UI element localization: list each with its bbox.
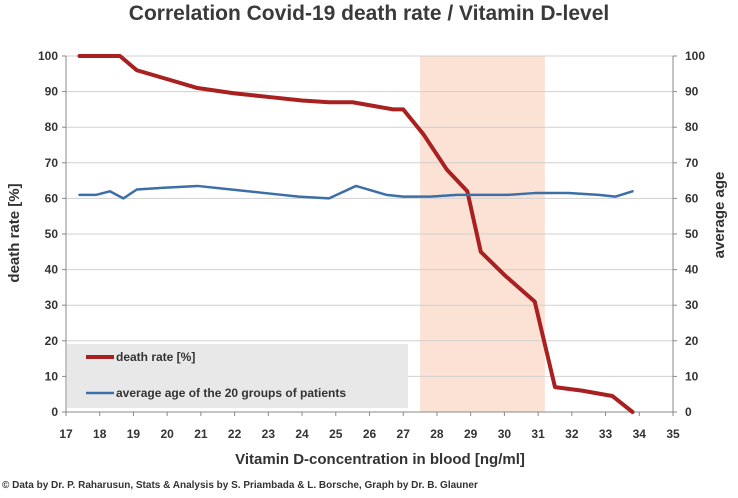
left-tick-labels: 0 10 20 30 40 50 60 70 80 90 100 [38,49,66,419]
y2-tick-label: 100 [685,49,705,63]
y2-tick-label: 50 [685,227,699,241]
legend: death rate [%] average age of the 20 gro… [67,344,408,408]
x-tick-label: 20 [160,427,174,441]
legend-label-average-age: average age of the 20 groups of patients [116,386,346,400]
x-tick-labels: 17 18 19 20 21 22 23 24 25 26 27 28 29 30 31 32 33 34 35 [59,412,680,441]
x-tick-label: 32 [565,427,579,441]
y-tick-label: 30 [45,298,59,312]
y2-tick-label: 60 [685,191,699,205]
y-tick-label: 100 [38,49,58,63]
y2-tick-label: 0 [685,405,692,419]
y2-tick-label: 70 [685,156,699,170]
y2-tick-label: 80 [685,120,699,134]
x-tick-label: 17 [59,427,73,441]
x-tick-label: 25 [329,427,343,441]
credit-line: © Data by Dr. P. Raharusun, Stats & Anal… [2,480,478,491]
x-tick-label: 35 [666,427,680,441]
series-line-average-age [78,184,634,200]
y-tick-label: 20 [45,334,59,348]
y-tick-label: 10 [45,369,59,383]
y2-tick-label: 20 [685,334,699,348]
x-tick-label: 19 [127,427,141,441]
y-tick-label: 90 [45,85,59,99]
right-tick-labels: 0 10 20 30 40 50 60 70 80 90 100 [673,49,705,419]
y-axis-title: death rate [%] [6,183,23,282]
y2-tick-label: 90 [685,85,699,99]
x-tick-label: 30 [498,427,512,441]
x-tick-label: 27 [397,427,411,441]
x-tick-label: 31 [531,427,545,441]
y-tick-label: 0 [51,405,58,419]
y2-axis-title: average age [711,172,728,259]
series-lines [77,54,635,414]
x-tick-label: 21 [194,427,208,441]
y-tick-label: 40 [45,263,59,277]
y-tick-label: 50 [45,227,59,241]
x-tick-label: 33 [599,427,613,441]
x-tick-label: 22 [228,427,242,441]
legend-label-death-rate: death rate [%] [116,350,195,364]
x-axis-title: Vitamin D-concentration in blood [ng/ml] [235,451,525,468]
y2-tick-label: 30 [685,298,699,312]
x-tick-label: 24 [295,427,309,441]
y-tick-label: 60 [45,191,59,205]
y-tick-label: 70 [45,156,59,170]
x-tick-label: 26 [363,427,377,441]
x-tick-label: 18 [93,427,107,441]
x-tick-label: 29 [464,427,478,441]
series-line-death-rate [77,54,635,414]
y-tick-label: 80 [45,120,59,134]
y2-tick-label: 10 [685,369,699,383]
chart-title: Correlation Covid-19 death rate / Vitami… [128,2,610,25]
y2-tick-label: 40 [685,263,699,277]
x-tick-label: 28 [430,427,444,441]
x-tick-label: 23 [262,427,276,441]
x-tick-label: 34 [633,427,647,441]
legend-box [67,344,408,408]
